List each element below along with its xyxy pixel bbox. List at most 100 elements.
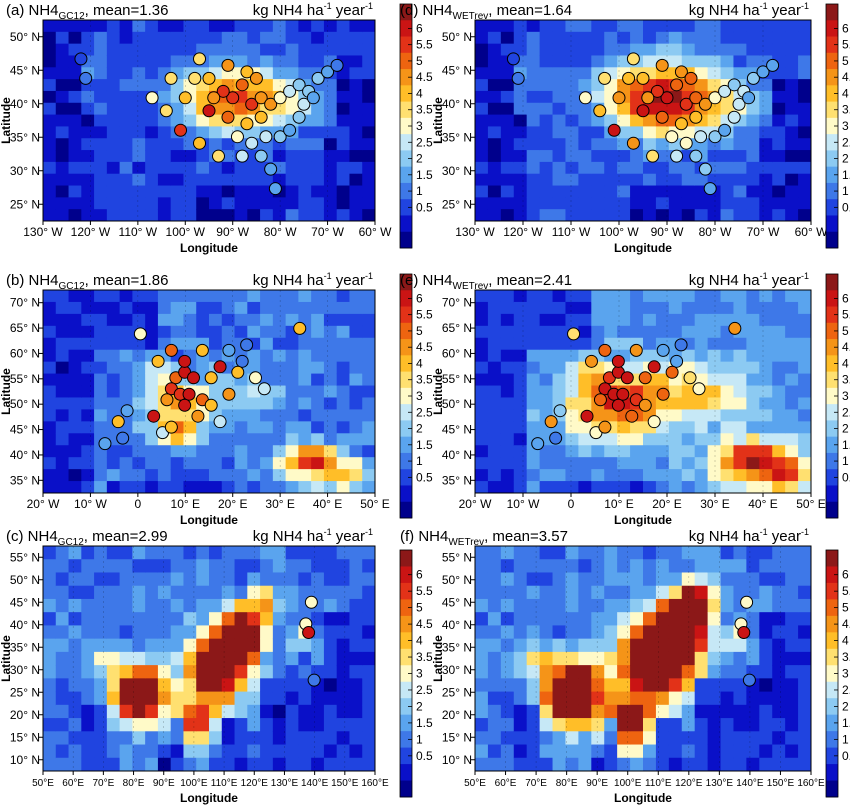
heatmap-cell <box>260 457 274 470</box>
heatmap-cell <box>487 612 502 626</box>
heatmap-cell <box>272 209 287 222</box>
x-tick-label: 150°E <box>767 778 795 789</box>
colorbar-tick-label: 4 <box>842 86 849 100</box>
heatmap-cell <box>106 79 121 92</box>
colorbar-tick-label: 1 <box>842 732 849 746</box>
x-tick-label: 70° W <box>311 225 344 239</box>
heatmap-cell <box>759 290 773 303</box>
heatmap-cell <box>475 385 489 398</box>
heatmap-cell <box>746 173 760 187</box>
colorbar-segment <box>826 420 838 438</box>
plot-frame <box>42 289 376 494</box>
heatmap-cell <box>668 421 683 434</box>
heatmap-cell <box>221 665 236 679</box>
heatmap-cell <box>43 625 57 640</box>
site-marker <box>598 71 612 85</box>
heatmap-cell <box>513 409 528 422</box>
heatmap-cell <box>145 421 159 434</box>
heatmap-cell <box>720 481 734 494</box>
site-marker <box>742 673 756 687</box>
heatmap-cell <box>311 126 325 139</box>
heatmap-cell <box>565 638 579 653</box>
heatmap-cell <box>349 731 363 746</box>
heatmap-cell <box>145 585 159 600</box>
heatmap-cell <box>183 625 197 640</box>
heatmap-cell <box>43 421 57 434</box>
heatmap-cell <box>196 651 210 666</box>
heatmap-cell <box>260 678 274 693</box>
heatmap-cell <box>681 349 696 363</box>
heatmap-cell <box>209 469 223 482</box>
heatmap-cell <box>759 20 773 33</box>
y-tick-label: 45° N <box>442 423 472 437</box>
heatmap-cell <box>119 114 133 127</box>
heatmap-cell <box>234 598 248 613</box>
colorbar-segment <box>826 387 838 405</box>
heatmap-cell <box>798 197 812 210</box>
heatmap-cell <box>55 469 70 482</box>
heatmap-cell <box>170 301 184 315</box>
heatmap-cell <box>487 173 502 187</box>
heatmap-cell <box>81 585 95 600</box>
heatmap-cell <box>55 385 70 398</box>
heatmap-cell <box>336 572 350 587</box>
heatmap-cell <box>565 598 579 613</box>
colorbar-tick-label: 3 <box>842 667 849 681</box>
heatmap-cell <box>785 361 799 375</box>
heatmap-cell <box>55 31 70 45</box>
heatmap-cell <box>617 585 631 600</box>
heatmap-cell <box>785 385 799 398</box>
heatmap-cell <box>707 290 722 303</box>
heatmap-cell <box>668 572 683 587</box>
heatmap-cell <box>539 150 554 163</box>
x-tick-label: 150°E <box>331 778 359 789</box>
heatmap-cell <box>272 638 287 653</box>
heatmap-cell <box>336 20 350 33</box>
site-marker <box>646 149 660 163</box>
heatmap-cell <box>759 397 773 410</box>
heatmap-cell <box>487 31 502 45</box>
x-tick-label: 50°E <box>32 778 54 789</box>
heatmap-cell <box>106 43 121 56</box>
heatmap-cell <box>655 31 670 45</box>
x-tick-label: 120°E <box>241 778 269 789</box>
heatmap-cell <box>323 585 338 600</box>
heatmap-cell <box>234 651 248 666</box>
heatmap-cell <box>311 559 325 573</box>
colorbar-segment <box>400 582 412 600</box>
heatmap-cell <box>539 349 554 363</box>
heatmap-cell <box>720 197 734 210</box>
heatmap-cell <box>759 361 773 375</box>
heatmap-cell <box>694 651 709 666</box>
heatmap-cell <box>487 433 502 446</box>
x-tick-label: 120° W <box>503 225 543 239</box>
y-ticks: 55° N50° N45° N40° N35° N30° N25° N20° N… <box>10 550 43 767</box>
heatmap-cell <box>349 114 363 127</box>
heatmap-cell <box>539 651 554 666</box>
heatmap-cell <box>720 665 734 679</box>
heatmap-cell <box>94 638 108 653</box>
site-marker <box>235 78 249 92</box>
heatmap-cell <box>132 433 146 446</box>
site-marker <box>708 130 722 144</box>
heatmap-cell <box>68 325 82 339</box>
heatmap-cell <box>298 718 312 732</box>
heatmap-cell <box>526 290 541 303</box>
heatmap-cell <box>183 209 197 222</box>
heatmap-cell <box>260 20 274 33</box>
heatmap-cell <box>759 691 773 706</box>
heatmap-cell <box>513 598 528 613</box>
colorbar-segment <box>400 599 412 617</box>
colorbar-tick-label: 5 <box>416 324 423 338</box>
heatmap-cell <box>170 20 184 33</box>
colorbar-segment <box>400 698 412 716</box>
heatmap-cell <box>349 55 363 68</box>
heatmap-cell <box>526 481 541 494</box>
heatmap-cell <box>145 678 159 693</box>
x-tick-label: 70°E <box>92 778 114 789</box>
heatmap-cell <box>552 385 566 398</box>
heatmap-cell <box>798 90 812 104</box>
heatmap-cell <box>311 325 325 339</box>
colorbar-segment <box>826 20 838 37</box>
y-ticks: 55° N50° N45° N40° N35° N30° N25° N20° N… <box>442 550 475 767</box>
